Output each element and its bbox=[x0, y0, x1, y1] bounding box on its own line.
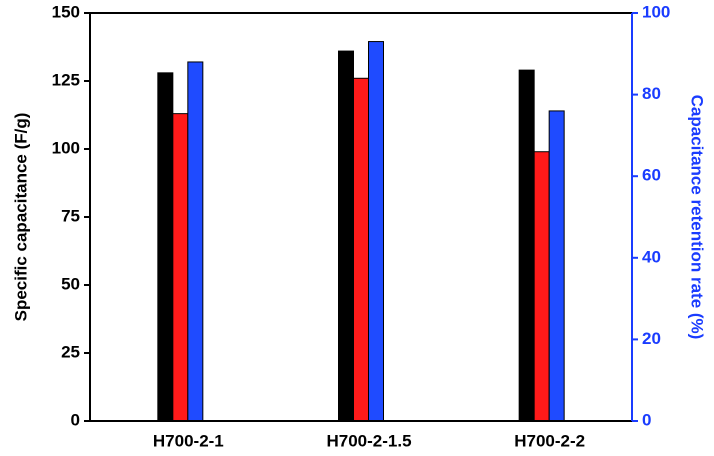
y-axis-label: Specific capacitance (F/g) bbox=[11, 113, 30, 322]
y2-tick-label: 100 bbox=[642, 2, 670, 21]
y-tick-label: 125 bbox=[52, 70, 80, 89]
y2-axis-label: Capacitance retention rate (%) bbox=[688, 95, 707, 340]
y2-tick-label: 60 bbox=[642, 166, 661, 185]
x-tick-label: H700-2-1.5 bbox=[326, 431, 411, 450]
bar bbox=[548, 110, 565, 422]
y2-tick-label: 0 bbox=[642, 410, 651, 429]
y2-tick-label: 80 bbox=[642, 84, 661, 103]
y2-tick-label: 40 bbox=[642, 247, 661, 266]
y-tick-label: 100 bbox=[52, 138, 80, 157]
bar bbox=[187, 61, 204, 422]
bar bbox=[353, 77, 369, 422]
bar bbox=[533, 151, 550, 422]
y-tick-label: 150 bbox=[52, 2, 80, 21]
bar bbox=[338, 50, 354, 422]
y-tick-label: 25 bbox=[61, 342, 80, 361]
bar bbox=[518, 69, 535, 422]
y2-tick-label: 20 bbox=[642, 329, 661, 348]
y-tick-label: 0 bbox=[71, 410, 80, 429]
y-tick-label: 50 bbox=[61, 274, 80, 293]
x-tick-label: H700-2-2 bbox=[514, 431, 585, 450]
bar bbox=[157, 72, 174, 422]
y-tick-label: 75 bbox=[61, 206, 80, 225]
bar bbox=[172, 113, 189, 422]
x-tick-label: H700-2-1 bbox=[153, 431, 224, 450]
bar bbox=[368, 41, 384, 422]
